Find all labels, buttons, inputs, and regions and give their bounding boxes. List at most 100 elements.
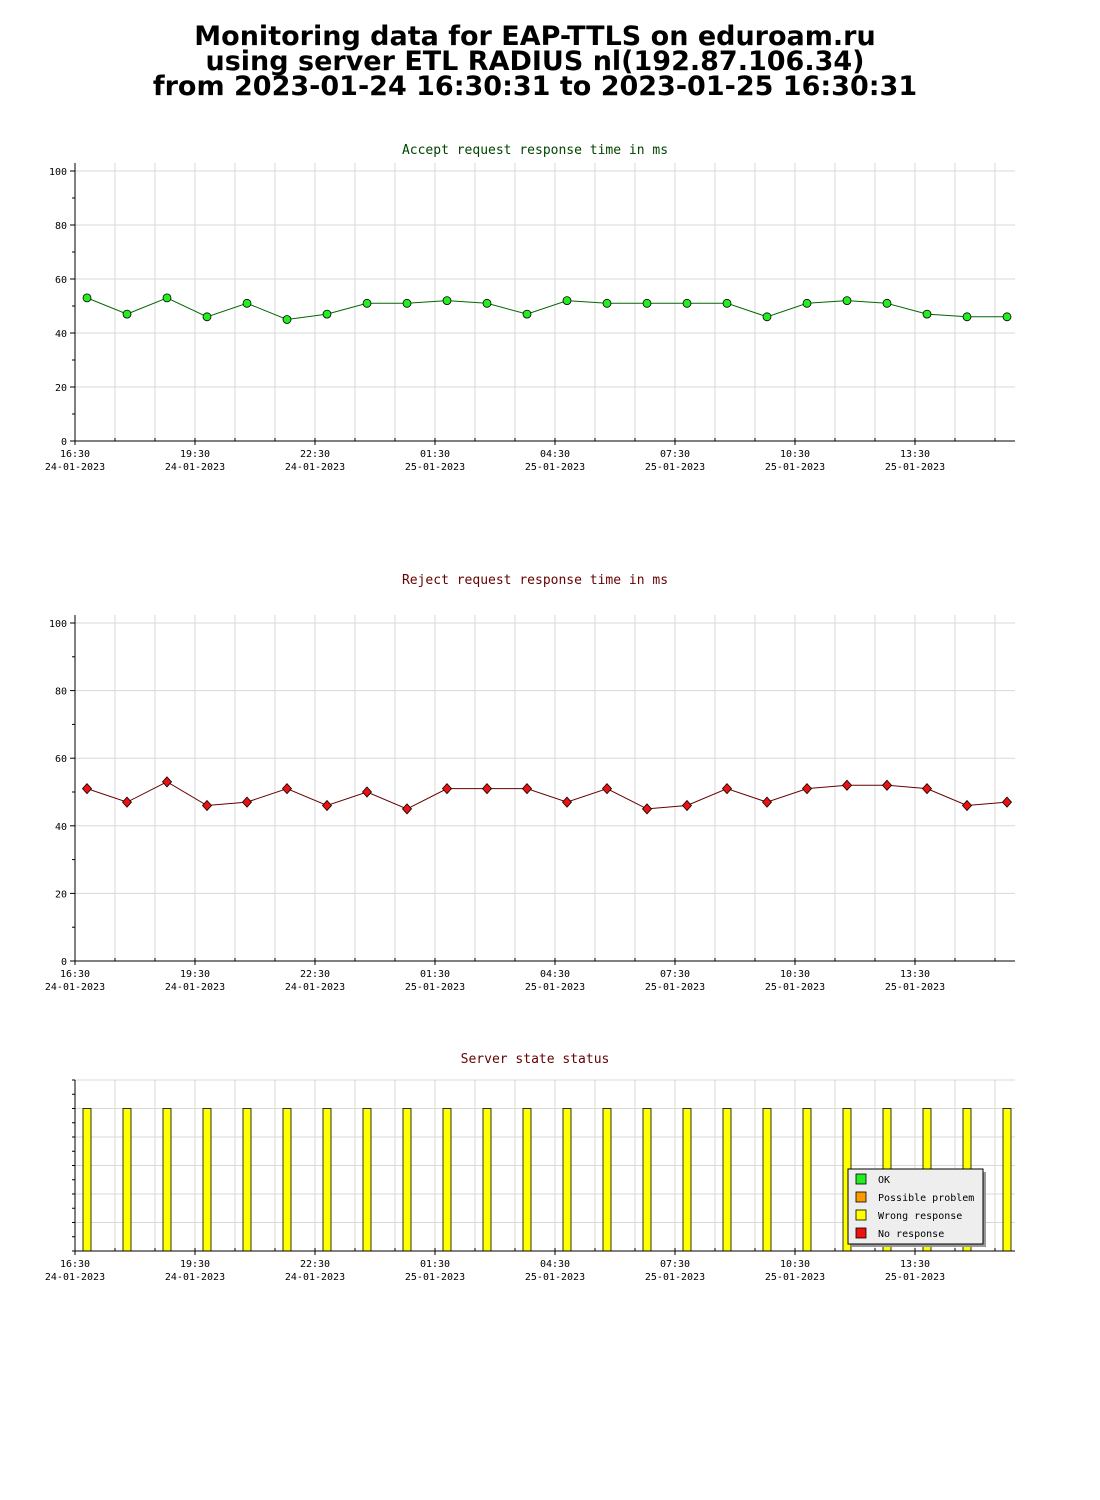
- x-tick-label-time: 13:30: [900, 1259, 930, 1270]
- x-tick-label-time: 01:30: [420, 449, 450, 460]
- data-point: [722, 298, 732, 308]
- x-tick-label-time: 16:30: [60, 1259, 90, 1270]
- data-point: [482, 298, 492, 308]
- data-point: [761, 796, 773, 808]
- data-point: [922, 309, 932, 319]
- y-tick-label: 80: [55, 687, 67, 698]
- x-tick-label-date: 25-01-2023: [645, 462, 705, 473]
- x-tick-label-time: 16:30: [60, 969, 90, 980]
- state-bar: [762, 1108, 772, 1252]
- title-line-1: Monitoring data for EAP-TTLS on eduroam.…: [194, 21, 876, 52]
- y-tick-label: 40: [55, 822, 67, 833]
- state-bar: [722, 1108, 732, 1252]
- legend-swatch-wrong_response: [855, 1209, 867, 1221]
- data-point: [442, 296, 452, 306]
- x-tick-label-time: 07:30: [660, 449, 690, 460]
- x-tick-label-date: 24-01-2023: [45, 982, 105, 993]
- data-point: [881, 779, 893, 791]
- chart-title: Accept request response time in ms: [402, 143, 668, 158]
- data-point: [882, 298, 892, 308]
- x-tick-label-time: 16:30: [60, 449, 90, 460]
- legend-label-possible_problem: Possible problem: [878, 1193, 974, 1204]
- y-tick-label: 0: [61, 957, 67, 968]
- data-point: [641, 803, 653, 815]
- data-point: [122, 309, 132, 319]
- state-bar: [402, 1108, 412, 1252]
- data-point: [202, 312, 212, 322]
- x-tick-label-time: 04:30: [540, 1259, 570, 1270]
- data-point: [642, 298, 652, 308]
- state-bar: [282, 1108, 292, 1252]
- data-point: [602, 298, 612, 308]
- data-point: [522, 309, 532, 319]
- x-tick-label-date: 25-01-2023: [525, 462, 585, 473]
- data-point: [241, 796, 253, 808]
- y-tick-label: 60: [55, 275, 67, 286]
- state-bar: [642, 1108, 652, 1252]
- chart-legend: OK Possible problem Wrong response No respo…: [847, 1168, 986, 1247]
- data-point: [562, 296, 572, 306]
- state-bar: [242, 1108, 252, 1252]
- x-tick-label-date: 24-01-2023: [45, 1272, 105, 1283]
- x-tick-label-date: 25-01-2023: [525, 1272, 585, 1283]
- data-point: [282, 315, 292, 324]
- x-tick-label-date: 25-01-2023: [765, 1272, 825, 1283]
- reject-time-chart: 0 20 40 60 80 100 16:30 24-01-2023 19:30 24-01-20…: [45, 573, 1015, 993]
- x-tick-label-date: 24-01-2023: [45, 462, 105, 473]
- x-tick-label-time: 04:30: [540, 969, 570, 980]
- y-tick-label: 100: [49, 167, 67, 178]
- data-point: [401, 803, 413, 815]
- data-point: [402, 298, 412, 308]
- y-tick-label: 80: [55, 221, 67, 232]
- data-point: [121, 796, 133, 808]
- y-tick-label: 60: [55, 754, 67, 765]
- state-bar: [202, 1108, 212, 1252]
- x-tick-label-time: 22:30: [300, 969, 330, 980]
- state-bar: [362, 1108, 372, 1252]
- x-tick-label-time: 19:30: [180, 1259, 210, 1270]
- data-point: [161, 776, 173, 788]
- state-bar: [522, 1108, 532, 1252]
- data-point: [842, 296, 852, 306]
- data-point: [81, 783, 93, 795]
- chart-title: Reject request response time in ms: [402, 573, 668, 588]
- x-tick-label-date: 24-01-2023: [285, 462, 345, 473]
- title-line-3: from 2023-01-24 16:30:31 to 2023-01-25 1…: [152, 71, 918, 102]
- x-tick-label-date: 24-01-2023: [165, 982, 225, 993]
- x-tick-label-date: 25-01-2023: [645, 982, 705, 993]
- state-bar: [682, 1108, 692, 1252]
- data-point: [281, 783, 293, 795]
- y-tick-label: 20: [55, 383, 67, 394]
- data-point: [82, 293, 92, 303]
- x-tick-label-time: 22:30: [300, 449, 330, 460]
- data-point: [481, 783, 493, 795]
- state-bar: [442, 1108, 452, 1252]
- data-point: [242, 298, 252, 308]
- data-point: [1001, 796, 1013, 808]
- legend-swatch-possible_problem: [855, 1191, 867, 1203]
- x-tick-label-date: 25-01-2023: [525, 982, 585, 993]
- x-tick-label-time: 10:30: [780, 969, 810, 980]
- data-point: [201, 799, 213, 812]
- x-tick-label-time: 10:30: [780, 1259, 810, 1270]
- x-tick-label-date: 25-01-2023: [885, 1272, 945, 1283]
- legend-label-no_response: No response: [878, 1229, 944, 1240]
- data-point: [361, 786, 373, 798]
- data-point: [441, 783, 453, 795]
- x-tick-label-time: 01:30: [420, 1259, 450, 1270]
- data-point: [961, 799, 973, 812]
- x-tick-label-time: 10:30: [780, 449, 810, 460]
- state-bar: [82, 1108, 92, 1252]
- x-tick-label-time: 19:30: [180, 449, 210, 460]
- data-point: [321, 799, 333, 812]
- series-line: [86, 781, 1008, 810]
- data-point: [601, 783, 613, 795]
- state-bar: [602, 1108, 612, 1252]
- x-tick-label-date: 24-01-2023: [165, 462, 225, 473]
- x-tick-label-date: 25-01-2023: [405, 1272, 465, 1283]
- data-point: [762, 312, 772, 322]
- x-tick-label-date: 25-01-2023: [765, 982, 825, 993]
- state-bar: [122, 1108, 132, 1252]
- x-tick-label-time: 13:30: [900, 449, 930, 460]
